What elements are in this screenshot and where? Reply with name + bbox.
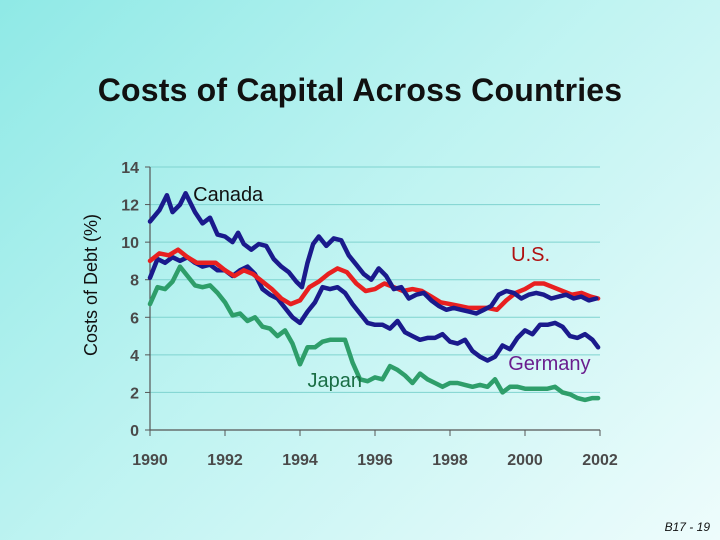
- axes: [145, 166, 601, 436]
- x-tick-label: 2000: [507, 452, 543, 469]
- y-axis-title: Costs of Debt (%): [81, 214, 101, 356]
- series-labels: Canada U.S. Germany Japan: [193, 184, 590, 392]
- series-label-us: U.S.: [511, 244, 550, 266]
- y-tick-label: 2: [130, 385, 139, 402]
- page-title: Costs of Capital Across Countries: [97, 72, 623, 108]
- y-tick-label: 14: [121, 160, 139, 177]
- x-tick-label: 2002: [582, 452, 618, 469]
- y-tick-label: 4: [130, 348, 139, 365]
- x-tick-label: 1998: [432, 452, 468, 469]
- x-tick-label: 1994: [282, 452, 318, 469]
- x-tick-labels: 1990 1992 1994 1996 1998 2000 2002: [132, 452, 618, 469]
- y-tick-label: 10: [121, 235, 139, 252]
- y-tick-label: 8: [130, 273, 139, 290]
- series-lines: [147, 191, 601, 403]
- x-tick-label: 1990: [132, 452, 168, 469]
- y-tick-labels: 0 2 4 6 8 10 12 14: [121, 160, 139, 440]
- slide-number: B17 - 19: [664, 520, 710, 534]
- gridlines: [150, 166, 600, 393]
- y-tick-label: 12: [121, 198, 139, 215]
- series-label-japan: Japan: [308, 370, 363, 392]
- y-tick-label: 6: [130, 310, 139, 327]
- y-tick-label: 0: [130, 423, 139, 440]
- series-line-canada: [147, 191, 599, 316]
- x-tick-label: 1996: [357, 452, 393, 469]
- series-line-japan: [147, 264, 601, 403]
- series-label-germany: Germany: [508, 353, 590, 375]
- series-label-canada: Canada: [193, 184, 264, 206]
- series-line-us: [147, 247, 601, 313]
- x-tick-label: 1992: [207, 452, 243, 469]
